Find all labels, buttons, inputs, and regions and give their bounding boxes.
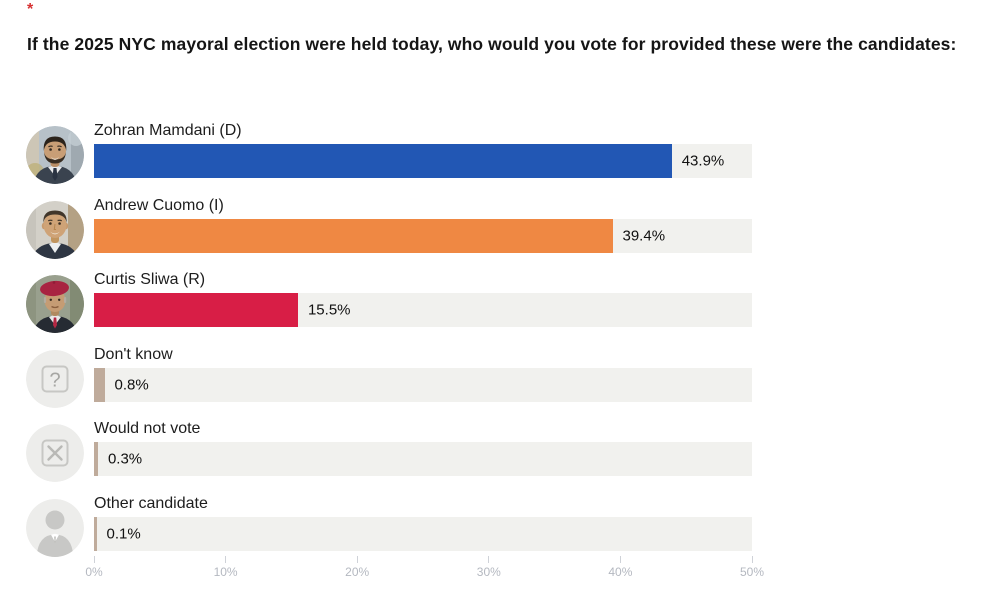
axis-tick (488, 556, 490, 563)
poll-row: Other candidate 0.1% (26, 493, 752, 567)
bar-track: 15.5% (94, 293, 752, 328)
required-asterisk: * (27, 1, 34, 18)
poll-row: Zohran Mamdani (D) 43.9% (26, 120, 752, 194)
axis-tick-label: 20% (345, 565, 370, 579)
svg-text:?: ? (49, 369, 60, 391)
poll-row: ? Don't know 0.8% (26, 344, 752, 418)
axis-tick (751, 556, 753, 563)
mamdani-photo (26, 126, 84, 184)
axis-tick (356, 556, 358, 563)
bar-fill (94, 442, 98, 477)
candidate-label: Curtis Sliwa (R) (94, 271, 206, 289)
poll-row: Andrew Cuomo (I) 39.4% (26, 195, 752, 269)
axis-tick (619, 556, 621, 563)
axis-tick-label: 0% (85, 565, 103, 579)
bar-track: 0.8% (94, 367, 752, 402)
axis-tick (225, 556, 227, 563)
bar-value-label: 39.4% (622, 227, 666, 245)
bar-fill (94, 367, 105, 402)
bar-value-label: 0.8% (114, 376, 149, 394)
x-icon (26, 424, 84, 483)
axis-tick-label: 10% (213, 565, 238, 579)
bar-fill (94, 517, 97, 551)
bar-value-label: 0.1% (106, 525, 141, 543)
bar-track: 0.3% (94, 442, 752, 477)
bar-value-label: 0.3% (107, 450, 143, 468)
bar-fill (94, 218, 613, 253)
bar-value-label: 43.9% (681, 152, 725, 170)
bar-track: 0.1% (94, 517, 752, 551)
candidate-label: Other candidate (94, 495, 208, 512)
axis-tick-label: 50% (739, 565, 765, 579)
bar-value-label: 15.5% (307, 301, 351, 319)
question-title: If the 2025 NYC mayoral election were he… (27, 34, 957, 54)
poll-row: Would not vote 0.3% (26, 418, 752, 492)
cuomo-photo (26, 200, 84, 259)
person-icon (26, 499, 84, 557)
axis-tick-label: 40% (608, 565, 633, 579)
bar-fill (94, 144, 672, 178)
candidate-label: Zohran Mamdani (D) (94, 122, 242, 139)
bar-fill (94, 293, 298, 328)
question-icon: ? (26, 349, 84, 408)
candidate-label: Would not vote (94, 420, 201, 438)
bar-track: 43.9% (94, 144, 752, 178)
axis-tick (93, 556, 95, 563)
candidate-label: Andrew Cuomo (I) (94, 196, 224, 214)
sliwa-photo (26, 275, 84, 334)
poll-row: Curtis Sliwa (R) 15.5% (26, 269, 752, 343)
bar-track: 39.4% (94, 218, 752, 253)
candidate-label: Don't know (94, 345, 173, 363)
axis-tick-label: 30% (476, 565, 501, 579)
